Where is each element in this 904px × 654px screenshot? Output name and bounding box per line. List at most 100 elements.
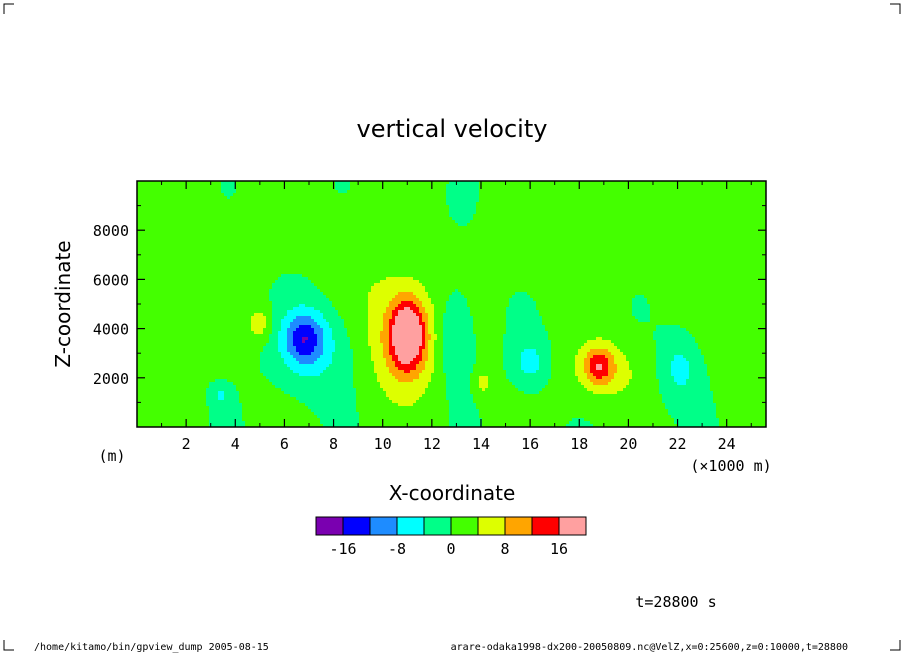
field-cell <box>443 319 474 323</box>
field-cell <box>434 316 444 320</box>
field-cell <box>632 298 648 302</box>
field-cell <box>284 358 297 362</box>
field-cell <box>656 373 672 377</box>
field-cell <box>260 352 282 356</box>
field-cell <box>269 289 321 293</box>
field-cell <box>260 358 285 362</box>
field-cell <box>242 406 309 410</box>
field-cell <box>419 376 432 380</box>
field-cell <box>392 331 423 335</box>
field-cell <box>392 337 423 341</box>
field-cell <box>632 313 651 317</box>
field-cell <box>368 322 384 326</box>
field-cell <box>635 295 645 299</box>
field-cell <box>206 400 240 404</box>
field-cell <box>137 181 222 185</box>
field-cell <box>551 343 585 347</box>
field-cell <box>689 370 708 374</box>
field-cell <box>317 286 372 290</box>
field-cell <box>608 370 618 374</box>
field-cell <box>287 337 294 341</box>
field-cell <box>383 352 390 356</box>
field-cell <box>356 400 393 404</box>
field-cell <box>290 325 300 329</box>
field-cell <box>425 310 435 314</box>
field-cell <box>260 355 282 359</box>
field-cell <box>293 337 303 341</box>
field-cell <box>668 412 717 416</box>
field-cell <box>473 397 663 401</box>
field-cell <box>380 331 390 335</box>
field-cell <box>434 370 444 374</box>
field-cell <box>350 181 450 185</box>
field-cell <box>482 388 486 392</box>
field-cell <box>332 304 369 308</box>
field-cell <box>581 346 618 350</box>
field-cell <box>428 295 450 299</box>
field-cell <box>320 421 360 425</box>
field-cell <box>314 328 324 332</box>
field-cell <box>326 319 345 323</box>
field-cell <box>632 370 657 374</box>
field-cell <box>422 334 426 338</box>
field-cell <box>428 316 435 320</box>
field-cell <box>332 328 348 332</box>
field-cell <box>542 322 767 326</box>
field-cell <box>539 310 633 314</box>
field-cell <box>536 352 552 356</box>
field-cell <box>236 184 336 188</box>
field-cell <box>353 355 372 359</box>
field-cell <box>428 352 435 356</box>
field-cell <box>449 400 474 404</box>
field-cell <box>473 364 504 368</box>
field-cell <box>356 397 390 401</box>
field-cell <box>206 388 237 392</box>
x-axis-label: X-coordinate <box>389 481 516 505</box>
field-cell <box>506 331 549 335</box>
field-cell <box>551 358 576 362</box>
field-cell <box>137 262 767 266</box>
x-tick-label: 6 <box>280 435 289 453</box>
field-cell <box>476 340 504 344</box>
field-cell <box>665 406 717 410</box>
field-cell <box>392 328 423 332</box>
field-cell <box>449 424 483 428</box>
field-cell <box>335 184 351 188</box>
field-cell <box>233 193 447 197</box>
field-cell <box>296 397 357 401</box>
field-cell <box>659 379 675 383</box>
field-cell <box>371 286 426 290</box>
x-axis-ticks: 2 4 6 8 10 12 14 16 18 20 22 24 <box>161 181 752 453</box>
field-cell <box>395 316 420 320</box>
field-cell <box>137 424 210 428</box>
field-cell <box>266 325 273 329</box>
field-cell <box>434 322 444 326</box>
field-cell <box>446 190 480 194</box>
footer-left: /home/kitamo/bin/gpview_dump 2005-08-15 <box>34 642 269 653</box>
field-cell <box>698 343 767 347</box>
field-cell <box>287 331 294 335</box>
field-cell <box>239 400 300 404</box>
field-cell <box>506 307 537 311</box>
field-cell <box>710 376 767 380</box>
field-cell <box>392 400 417 404</box>
field-cell <box>137 403 207 407</box>
field-cell <box>425 286 767 290</box>
field-cell <box>299 373 321 377</box>
field-cell <box>296 349 315 353</box>
field-cell <box>446 379 471 383</box>
field-cell <box>368 343 384 347</box>
field-cell <box>422 394 447 398</box>
field-cell <box>443 364 474 368</box>
field-cell <box>389 325 393 329</box>
field-cell <box>446 388 471 392</box>
field-cell <box>137 337 270 341</box>
x-tick-label: 16 <box>521 435 539 453</box>
field-cell <box>653 334 693 338</box>
field-cell <box>614 361 630 365</box>
field-cell <box>335 307 369 311</box>
field-cell <box>578 379 591 383</box>
field-cell <box>524 391 540 395</box>
field-cell <box>419 373 432 377</box>
field-cell <box>446 304 468 308</box>
